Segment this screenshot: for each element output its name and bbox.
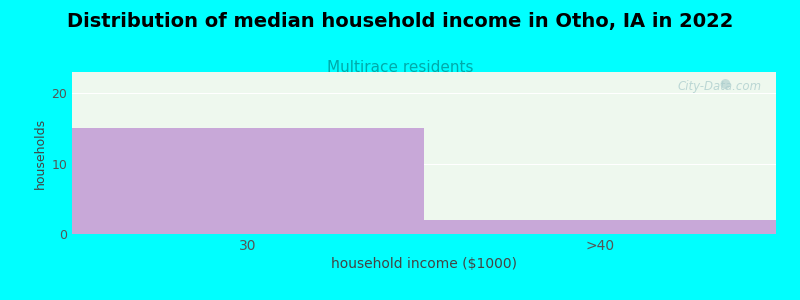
Text: Distribution of median household income in Otho, IA in 2022: Distribution of median household income …	[67, 12, 733, 31]
Y-axis label: households: households	[34, 117, 47, 189]
X-axis label: household income ($1000): household income ($1000)	[331, 257, 517, 271]
Text: ⬤: ⬤	[719, 79, 730, 89]
Text: City-Data.com: City-Data.com	[678, 80, 762, 93]
Bar	[424, 220, 776, 234]
Text: Multirace residents: Multirace residents	[326, 60, 474, 75]
Bar	[72, 128, 424, 234]
